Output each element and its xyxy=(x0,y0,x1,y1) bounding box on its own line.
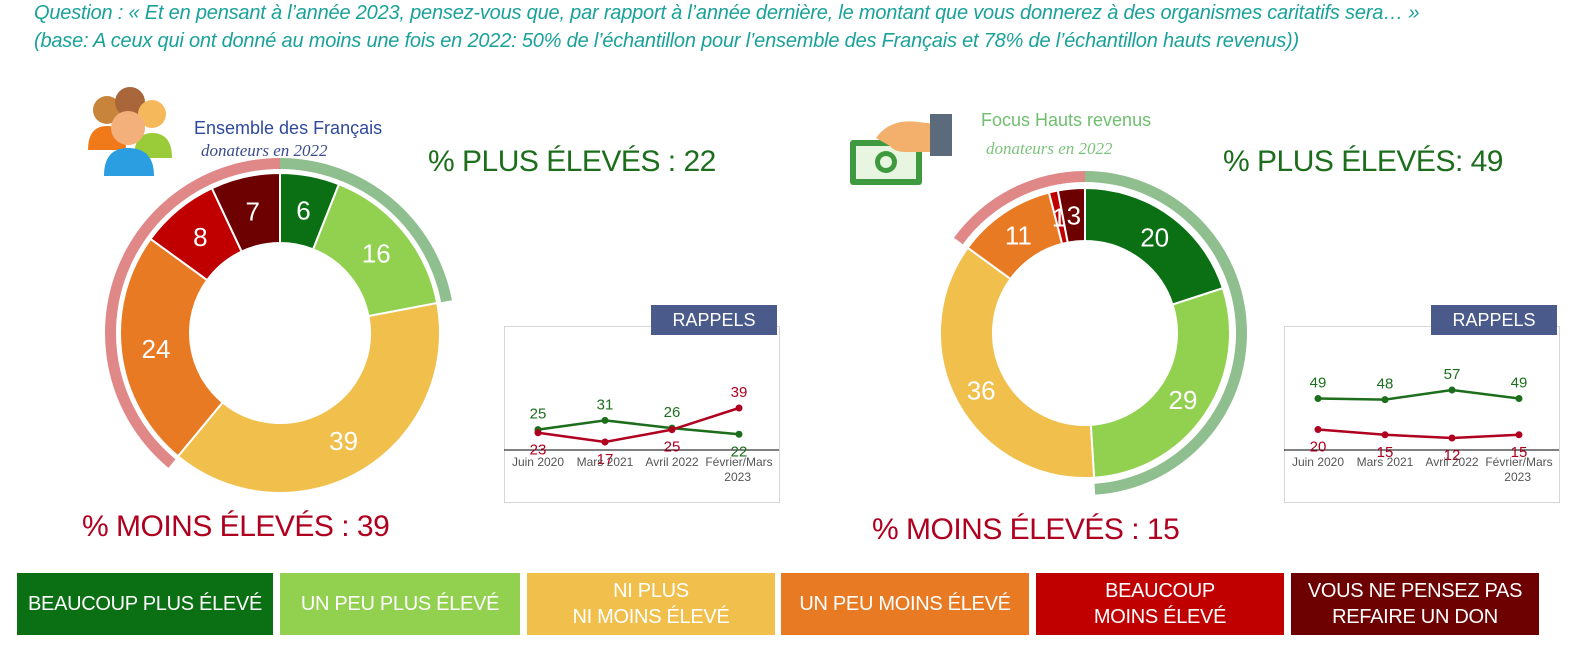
moins-total-hauts-revenus: % MOINS ÉLEVÉS : 15 xyxy=(872,513,1180,546)
donut-value-label: 8 xyxy=(193,222,207,252)
legend-un-peu-moins: UN PEU MOINS ÉLEVÉ xyxy=(781,573,1029,635)
trend-tick-label: Avril 2022 xyxy=(645,455,698,469)
trend-value-label: 23 xyxy=(530,442,547,459)
rappels-panel-ensemble xyxy=(504,326,780,503)
trend-tick-label: Mars 2021 xyxy=(577,455,634,469)
trend-line-moins xyxy=(537,406,740,444)
question-base-text: (base: A ceux qui ont donné au moins une… xyxy=(34,30,1299,52)
trend-value-label: 20 xyxy=(1310,438,1327,455)
legend-label: UN PEU PLUS ÉLEVÉ xyxy=(300,593,500,615)
group-subtitle-ensemble: donateurs en 2022 xyxy=(201,141,328,160)
trend-value-label: 22 xyxy=(731,443,748,460)
trend-line-moins xyxy=(1317,428,1520,440)
donut-value-label: 3 xyxy=(1067,200,1081,230)
donut-value-label: 24 xyxy=(142,334,171,364)
rappels-label-ensemble: RAPPELS xyxy=(651,305,777,335)
question-text: Question : « Et en pensant à l’année 202… xyxy=(34,2,1420,24)
trend-value-label: 31 xyxy=(597,396,614,413)
legend-label: UN PEU MOINS ÉLEVÉ xyxy=(799,593,1011,615)
trend-value-label: 15 xyxy=(1377,444,1394,461)
trend-tick-label: Avril 2022 xyxy=(1425,455,1478,469)
donut-value-label: 20 xyxy=(1140,222,1169,252)
trend-value-label: 17 xyxy=(597,451,614,468)
trend-tick-label: Février/Mars xyxy=(705,455,772,469)
group-subtitle-hauts-revenus: donateurs en 2022 xyxy=(986,139,1113,158)
trend-tick-label: 2023 xyxy=(724,470,751,484)
trend-value-label: 26 xyxy=(664,404,681,421)
legend-label: BEAUCOUP PLUS ÉLEVÉ xyxy=(27,593,263,615)
trend-value-label: 12 xyxy=(1444,447,1461,464)
trend-point xyxy=(668,426,676,434)
trend-value-label: 48 xyxy=(1377,376,1394,393)
donut-segment xyxy=(119,237,225,458)
donut-value-label: 7 xyxy=(245,196,259,226)
trend-point xyxy=(1381,396,1389,404)
donut-value-label: 11 xyxy=(1005,220,1032,250)
trend-point xyxy=(1515,395,1523,403)
legend-beaucoup-plus: BEAUCOUP PLUS ÉLEVÉ xyxy=(17,573,273,635)
trend-tick-label: 2023 xyxy=(1504,470,1531,484)
donut-value-label: 29 xyxy=(1169,385,1198,415)
trend-point xyxy=(735,430,743,438)
donut-value-label: 36 xyxy=(967,375,996,405)
legend-label: VOUS NE PENSEZ PAS REFAIRE UN DON xyxy=(1307,580,1523,628)
legend-ni-plus-ni-moins: NI PLUS NI MOINS ÉLEVÉ xyxy=(527,573,775,635)
trend-tick-label: Juin 2020 xyxy=(512,455,564,469)
trend-point xyxy=(1314,425,1322,433)
donut-segment xyxy=(1056,186,1086,244)
moins-total-ensemble: % MOINS ÉLEVÉS : 39 xyxy=(82,510,390,543)
trend-line-plus xyxy=(1317,388,1520,401)
trend-tick-label: Juin 2020 xyxy=(1292,455,1344,469)
trend-value-label: 49 xyxy=(1310,375,1327,392)
trend-point xyxy=(1448,434,1456,442)
plus-outer-ring xyxy=(280,158,452,303)
trend-point xyxy=(1448,386,1456,394)
donut-value-label: 16 xyxy=(362,239,391,269)
trend-tick-label: Février/Mars xyxy=(1485,455,1552,469)
trend-point xyxy=(601,416,609,424)
donut-segment xyxy=(210,171,281,253)
trend-value-label: 57 xyxy=(1444,366,1461,383)
moins-outer-ring xyxy=(953,171,1085,245)
donut-segment xyxy=(176,301,441,494)
plus-total-hauts-revenus: % PLUS ÉLEVÉS: 49 xyxy=(1223,145,1504,178)
group-title-hauts-revenus: Focus Hauts revenus xyxy=(981,110,1152,130)
trend-point xyxy=(1314,395,1322,403)
trend-value-label: 49 xyxy=(1511,375,1528,392)
legend-un-peu-plus: UN PEU PLUS ÉLEVÉ xyxy=(280,573,520,635)
donut-value-label: 1 xyxy=(1052,203,1066,233)
trend-value-label: 39 xyxy=(731,384,748,401)
trend-tick-label: Mars 2021 xyxy=(1357,455,1414,469)
trend-value-label: 15 xyxy=(1511,444,1528,461)
legend-label: BEAUCOUP MOINS ÉLEVÉ xyxy=(1093,580,1227,628)
rappels-panel-hauts-revenus xyxy=(1284,326,1560,503)
trend-value-label: 25 xyxy=(530,406,547,423)
plus-total-ensemble: % PLUS ÉLEVÉS : 22 xyxy=(428,145,716,178)
trend-line-plus xyxy=(537,419,740,436)
donut-segment xyxy=(939,246,1096,479)
group-title-ensemble: Ensemble des Français xyxy=(194,118,383,138)
donut-value-label: 39 xyxy=(329,426,358,456)
legend-label: NI PLUS NI MOINS ÉLEVÉ xyxy=(572,580,730,628)
rappels-label-hauts-revenus: RAPPELS xyxy=(1431,305,1557,335)
trend-value-label: 25 xyxy=(664,439,681,456)
trend-point xyxy=(534,429,542,437)
trend-point xyxy=(1381,431,1389,439)
legend-ne-pensez-pas-refaire: VOUS NE PENSEZ PAS REFAIRE UN DON xyxy=(1291,573,1539,635)
donut-value-label: 6 xyxy=(296,196,310,226)
legend-beaucoup-moins: BEAUCOUP MOINS ÉLEVÉ xyxy=(1036,573,1284,635)
trend-point xyxy=(601,438,609,446)
trend-point xyxy=(735,404,743,412)
trend-point xyxy=(1515,431,1523,439)
donut-segment xyxy=(1089,286,1231,479)
